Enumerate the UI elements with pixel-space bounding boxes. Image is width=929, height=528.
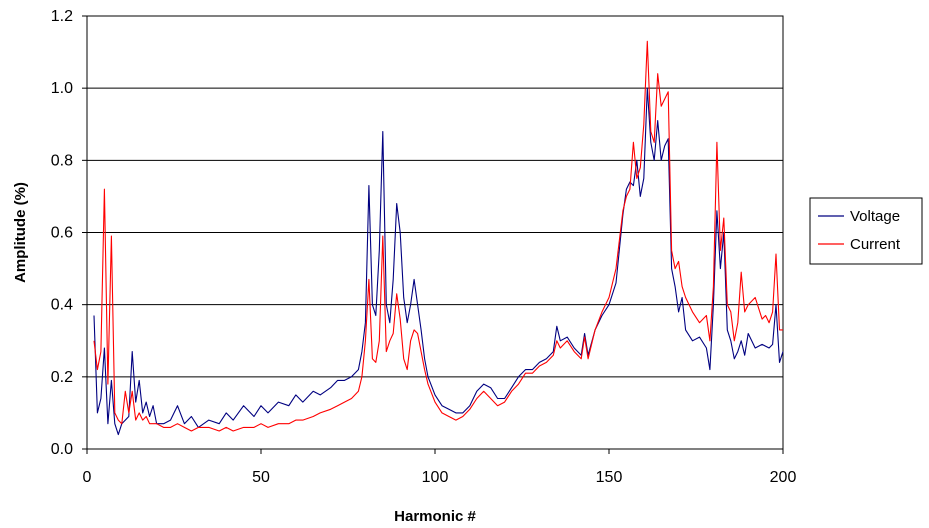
y-tick-label: 0.2 — [51, 369, 73, 386]
y-tick-label: 0.0 — [51, 441, 73, 458]
y-axis-title: Amplitude (%) — [12, 182, 29, 283]
y-tick-label: 1.2 — [51, 8, 73, 25]
legend-label-voltage: Voltage — [850, 208, 900, 225]
legend-box — [809, 197, 923, 265]
gridlines — [87, 87, 783, 378]
series-line-current — [93, 40, 783, 432]
series-line-voltage — [93, 87, 784, 436]
legend-label-current: Current — [850, 236, 901, 253]
x-tick-label: 200 — [770, 469, 797, 486]
y-tick-label: 0.6 — [51, 225, 73, 242]
x-tick-label: 50 — [252, 469, 270, 486]
x-tick-label: 100 — [422, 469, 449, 486]
legend: Voltage Current — [809, 197, 923, 265]
x-tick-label: 0 — [83, 469, 92, 486]
x-axis-title: Harmonic # — [394, 508, 476, 525]
x-axis-ticks: 0 50 100 150 200 — [83, 449, 797, 486]
y-tick-label: 0.4 — [51, 297, 73, 314]
y-tick-label: 1.0 — [51, 80, 73, 97]
y-tick-label: 0.8 — [51, 152, 73, 169]
series-layer — [93, 40, 784, 436]
x-tick-label: 150 — [596, 469, 623, 486]
y-axis-ticks: 0.0 0.2 0.4 0.6 0.8 1.0 1.2 — [51, 8, 87, 458]
